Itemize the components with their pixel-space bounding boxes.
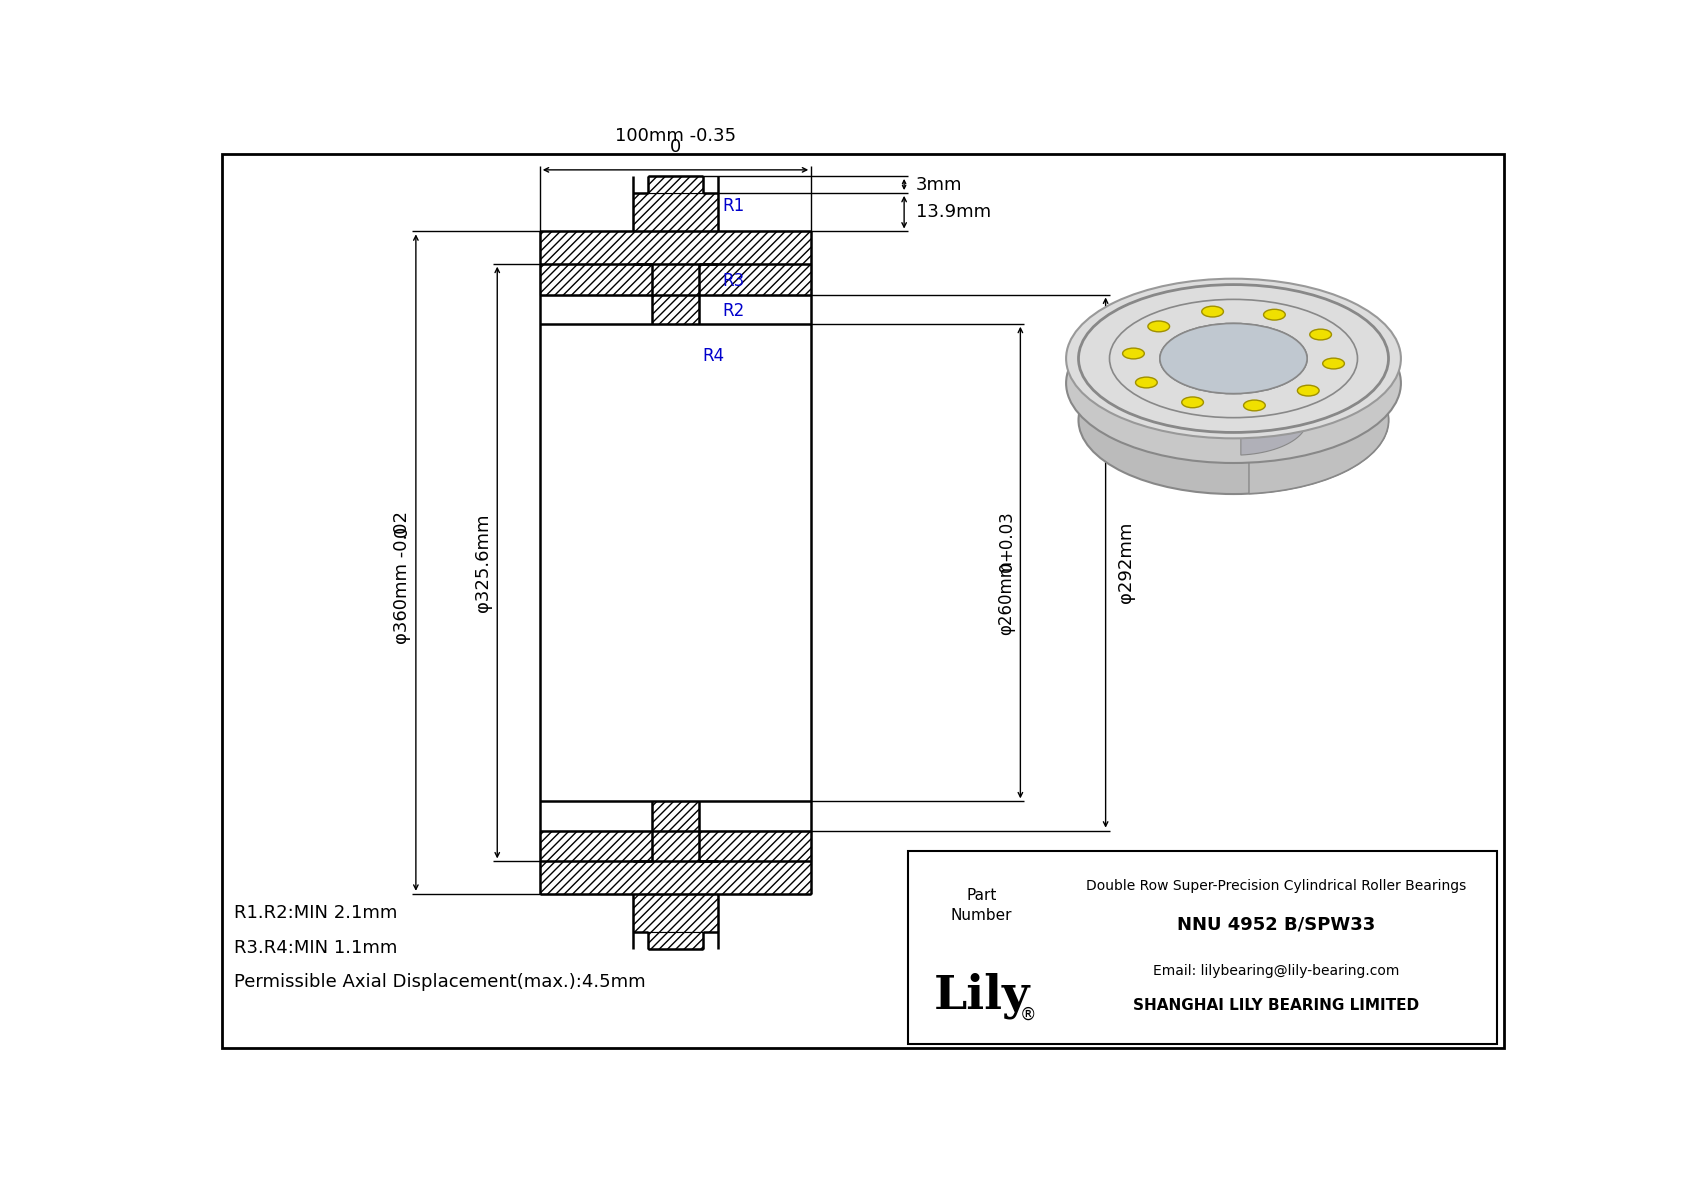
Text: R3: R3: [722, 272, 744, 289]
Text: Double Row Super-Precision Cylindrical Roller Bearings: Double Row Super-Precision Cylindrical R…: [1086, 879, 1467, 893]
Text: 0: 0: [997, 561, 1015, 572]
Bar: [541, 264, 812, 294]
Ellipse shape: [1160, 324, 1307, 394]
Text: ®: ®: [1021, 1006, 1036, 1024]
Text: φ260mm: φ260mm: [997, 560, 1015, 635]
Text: R4: R4: [702, 347, 724, 364]
Text: 100mm -0.35: 100mm -0.35: [615, 127, 736, 145]
Text: R2: R2: [722, 303, 744, 320]
Text: 0: 0: [392, 526, 411, 537]
Bar: [633, 893, 717, 933]
Text: 13.9mm: 13.9mm: [916, 204, 990, 222]
Bar: [648, 933, 702, 949]
Ellipse shape: [1066, 279, 1401, 438]
Ellipse shape: [1123, 348, 1145, 358]
Text: +0.03: +0.03: [997, 510, 1015, 561]
Ellipse shape: [1310, 329, 1332, 339]
Ellipse shape: [1110, 299, 1357, 418]
Ellipse shape: [1078, 347, 1389, 494]
Bar: [652, 802, 699, 861]
Text: R3.R4:MIN 1.1mm: R3.R4:MIN 1.1mm: [234, 939, 397, 956]
Bar: [648, 176, 702, 193]
Text: 3mm: 3mm: [916, 175, 962, 193]
Text: R1: R1: [722, 197, 744, 214]
Ellipse shape: [1078, 285, 1389, 432]
Ellipse shape: [1182, 397, 1204, 407]
Ellipse shape: [1297, 385, 1319, 397]
Text: Lily: Lily: [933, 972, 1031, 1019]
Bar: [633, 193, 717, 231]
Ellipse shape: [1243, 400, 1265, 411]
Text: φ325.6mm: φ325.6mm: [475, 513, 492, 612]
Text: Permissible Axial Displacement(max.):4.5mm: Permissible Axial Displacement(max.):4.5…: [234, 973, 645, 991]
Bar: [908, 852, 1497, 1043]
Polygon shape: [1250, 285, 1388, 494]
Bar: [541, 830, 812, 893]
Ellipse shape: [1078, 285, 1389, 432]
Ellipse shape: [1078, 285, 1389, 432]
Polygon shape: [1241, 324, 1307, 455]
Ellipse shape: [1160, 324, 1307, 394]
Ellipse shape: [1160, 324, 1307, 394]
Text: 0: 0: [670, 138, 680, 156]
Text: φ360mm -0.02: φ360mm -0.02: [392, 511, 411, 644]
Text: R1.R2:MIN 2.1mm: R1.R2:MIN 2.1mm: [234, 904, 397, 922]
Text: φ292mm: φ292mm: [1116, 522, 1135, 604]
Ellipse shape: [1322, 358, 1344, 369]
Text: NNU 4952 B/SPW33: NNU 4952 B/SPW33: [1177, 916, 1376, 934]
Ellipse shape: [1263, 310, 1285, 320]
Bar: [541, 231, 812, 294]
Text: SHANGHAI LILY BEARING LIMITED: SHANGHAI LILY BEARING LIMITED: [1133, 998, 1420, 1012]
Ellipse shape: [1135, 378, 1157, 388]
Bar: [541, 830, 812, 861]
Ellipse shape: [1202, 306, 1224, 317]
Ellipse shape: [1148, 322, 1170, 332]
Bar: [652, 264, 699, 324]
Ellipse shape: [1066, 304, 1401, 463]
Text: Part
Number: Part Number: [951, 887, 1012, 923]
Text: Email: lilybearing@lily-bearing.com: Email: lilybearing@lily-bearing.com: [1154, 964, 1399, 978]
